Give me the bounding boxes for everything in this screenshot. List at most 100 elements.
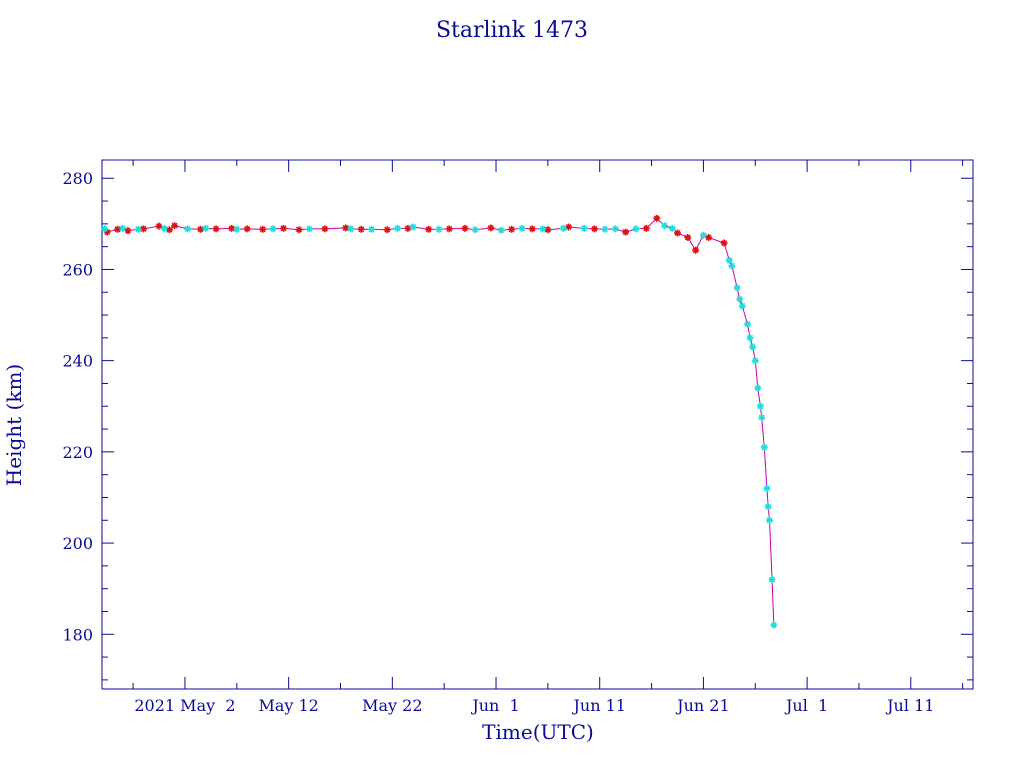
data-point-red: [212, 225, 220, 233]
data-point-red: [528, 225, 536, 233]
data-point-cyan: [347, 225, 355, 233]
data-point-cyan: [134, 225, 142, 233]
x-axis: 2021 May 2 May 12 May 22 Jun 1 Jun 11 Jun 21 J…: [132, 160, 964, 715]
data-point-cyan: [758, 414, 766, 422]
data-point-cyan: [601, 225, 609, 233]
data-point-cyan: [632, 225, 640, 233]
data-point-cyan: [471, 226, 479, 234]
data-point-red: [684, 234, 692, 242]
data-point-cyan: [768, 576, 776, 584]
y-tick-label: 260: [62, 260, 93, 279]
x-tick-label: Jun 21: [675, 696, 729, 715]
x-tick-label: 2021 May 2: [134, 696, 235, 715]
data-point-cyan: [559, 224, 567, 232]
series-line: [104, 217, 775, 626]
data-point-cyan: [760, 443, 768, 451]
y-tick-label: 200: [62, 534, 93, 553]
plot-frame: [101, 159, 974, 690]
data-point-red: [243, 225, 251, 233]
data-point-cyan: [736, 295, 744, 303]
y-axis-label: Height (km): [2, 364, 26, 486]
data-point-cyan: [699, 231, 707, 239]
x-tick-label: May 12: [258, 696, 318, 715]
data-point-cyan: [518, 224, 526, 232]
data-point-cyan: [725, 256, 733, 264]
data-point-red: [228, 224, 236, 232]
data-point-red: [342, 224, 350, 232]
data-point-cyan: [751, 357, 759, 365]
data-point-red: [171, 222, 179, 230]
data-point-cyan: [119, 224, 127, 232]
data-point-cyan: [743, 320, 751, 328]
data-point-red: [653, 214, 661, 222]
data-point-red: [425, 225, 433, 233]
data-point-cyan: [764, 503, 772, 511]
data-point-cyan: [611, 225, 619, 233]
data-point-red: [357, 225, 365, 233]
y-tick-label: 280: [62, 169, 93, 188]
y-axis: 180 200 220 240 260 280: [62, 169, 973, 681]
x-tick-label: Jul 11: [885, 696, 934, 715]
data-point-red: [165, 226, 173, 234]
data-point-cyan: [233, 225, 241, 233]
data-point-cyan: [754, 384, 762, 392]
data-point-red: [673, 229, 681, 237]
data-point-red: [259, 225, 267, 233]
data-point-red: [155, 222, 163, 230]
data-point-cyan: [184, 225, 192, 233]
data-point-red: [197, 225, 205, 233]
data-point-cyan: [766, 516, 774, 524]
data-point-red: [720, 239, 728, 247]
data-point-red: [622, 228, 630, 236]
data-point-cyan: [435, 225, 443, 233]
data-point-cyan: [497, 226, 505, 234]
data-point-cyan: [733, 284, 741, 292]
data-point-red: [692, 246, 700, 254]
data-point-cyan: [409, 223, 417, 231]
y-tick-label: 180: [62, 625, 93, 644]
data-point-cyan: [101, 225, 109, 233]
x-tick-label: Jun 1: [470, 696, 519, 715]
data-point-red: [642, 224, 650, 232]
x-tick-label: Jun 11: [571, 696, 625, 715]
data-point-red: [383, 226, 391, 234]
data-point-cyan: [269, 225, 277, 233]
data-point-cyan: [368, 225, 376, 233]
data-point-red: [487, 224, 495, 232]
data-point-red: [124, 227, 132, 235]
data-point-cyan: [728, 262, 736, 270]
data-point-red: [114, 225, 122, 233]
data-point-cyan: [160, 224, 168, 232]
chart-title: Starlink 1473: [436, 18, 588, 43]
data-point-red: [705, 234, 713, 242]
data-point-red: [591, 225, 599, 233]
data-points: [101, 214, 778, 629]
y-tick-label: 220: [62, 443, 93, 462]
data-point-cyan: [738, 302, 746, 310]
data-point-cyan: [763, 484, 771, 492]
data-point-cyan: [661, 222, 669, 230]
data-point-red: [279, 224, 287, 232]
data-point-cyan: [756, 402, 764, 410]
data-point-cyan: [394, 224, 402, 232]
x-tick-label: May 22: [362, 696, 422, 715]
data-point-red: [404, 224, 412, 232]
data-point-cyan: [770, 621, 778, 629]
data-point-red: [544, 226, 552, 234]
y-tick-label: 240: [62, 352, 93, 371]
data-point-cyan: [305, 225, 313, 233]
data-point-red: [461, 224, 469, 232]
data-point-red: [295, 226, 303, 234]
data-point-cyan: [749, 343, 757, 351]
data-point-red: [321, 225, 329, 233]
data-point-cyan: [580, 224, 588, 232]
data-point-red: [508, 225, 516, 233]
data-point-cyan: [202, 224, 210, 232]
data-point-red: [445, 225, 453, 233]
x-axis-label: Time(UTC): [482, 720, 594, 744]
data-point-cyan: [539, 225, 547, 233]
data-point-red: [565, 223, 573, 231]
data-point-cyan: [746, 334, 754, 342]
x-tick-label: Jul 1: [784, 696, 828, 715]
